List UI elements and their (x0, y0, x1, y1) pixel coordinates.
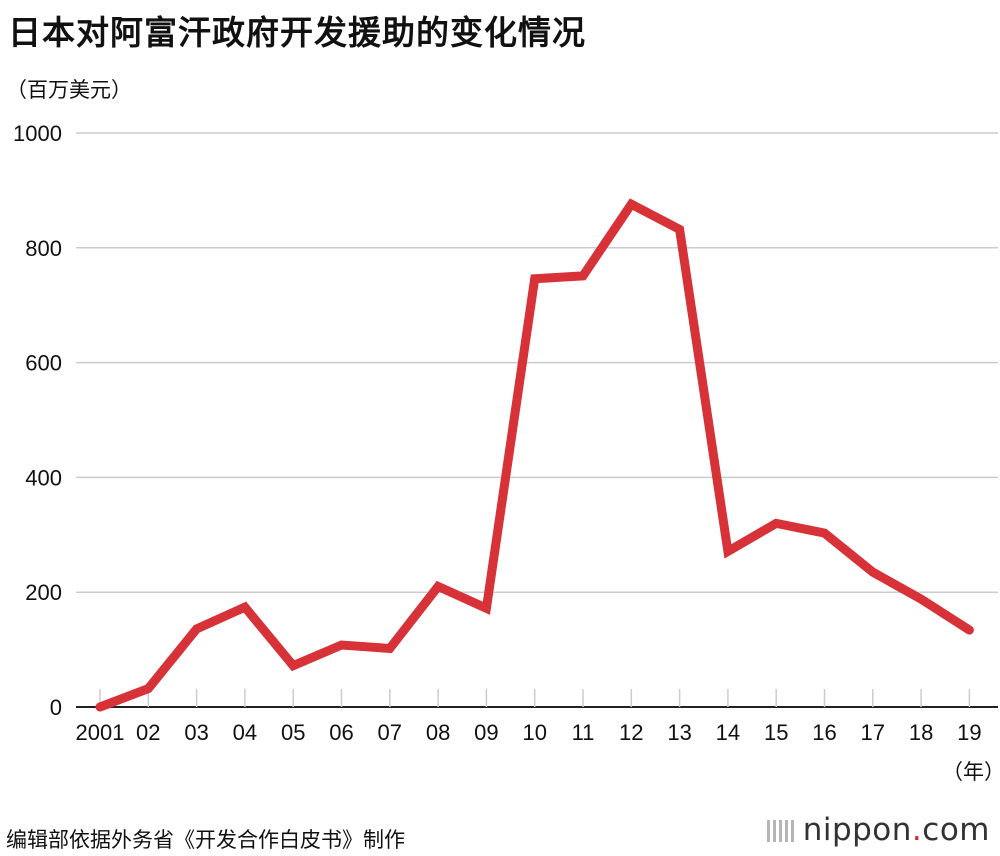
x-tick-label: 02 (136, 720, 160, 745)
y-tick-label: 800 (25, 236, 62, 261)
y-tick-label: 200 (25, 580, 62, 605)
brand-tld: com (922, 812, 990, 848)
data-point (630, 203, 633, 206)
data-point (292, 664, 295, 667)
y-tick-label: 400 (25, 465, 62, 490)
x-tick-label: 03 (184, 720, 208, 745)
y-axis-unit: （百万美元） (6, 78, 132, 102)
brand-dot: . (911, 812, 923, 848)
x-tick-label: 2001 (76, 720, 125, 745)
x-axis-unit: （年） (942, 760, 1000, 784)
x-tick-label: 15 (764, 720, 788, 745)
x-tick-label: 04 (233, 720, 257, 745)
x-tick-label: 06 (329, 720, 353, 745)
brand-bars-icon (766, 820, 797, 842)
x-tick-label: 05 (281, 720, 305, 745)
chart-title: 日本对阿富汗政府开发援助的变化情况 (8, 13, 586, 52)
data-point (871, 571, 874, 574)
data-point (775, 522, 778, 525)
data-point (437, 585, 440, 588)
data-point (726, 550, 729, 553)
x-tick-label: 08 (426, 720, 450, 745)
data-point (533, 277, 536, 280)
y-tick-label: 1000 (13, 121, 62, 146)
y-tick-label: 600 (25, 351, 62, 376)
x-tick-label: 13 (667, 720, 691, 745)
series-line-group (95, 198, 974, 712)
data-point (147, 687, 150, 690)
x-tick-label: 11 (572, 720, 595, 745)
x-tick-label: 09 (474, 720, 498, 745)
data-point (99, 706, 101, 708)
brand-logo: nippon.com (766, 812, 990, 848)
x-tick-label: 07 (378, 720, 402, 745)
x-tick-label: 14 (716, 720, 740, 745)
data-point (968, 629, 971, 632)
data-point (485, 607, 488, 610)
data-point (340, 644, 343, 647)
x-tick-marks (99, 689, 971, 707)
data-point (823, 532, 826, 535)
data-point (678, 228, 681, 231)
data-point (243, 606, 246, 609)
gridlines (76, 132, 998, 708)
x-tick-label: 19 (957, 720, 981, 745)
data-point (582, 274, 584, 277)
data-point (920, 598, 923, 601)
brand-name: nippon (802, 812, 912, 848)
data-point (388, 647, 391, 650)
x-tick-label: 17 (861, 720, 885, 745)
x-tick-labels: 2001 02 03 04 05 06 07 08 09 10 11 12 13 14 15 16 17 18 19 (76, 720, 982, 745)
x-tick-label: 12 (619, 720, 643, 745)
source-note: 编辑部依据外务省《开发合作白皮书》制作 (6, 828, 405, 852)
x-tick-label: 18 (909, 720, 933, 745)
x-tick-label: 10 (522, 720, 546, 745)
y-tick-labels: 0 200 400 600 800 1000 (13, 121, 62, 720)
y-tick-label: 0 (50, 695, 62, 720)
x-tick-label: 16 (812, 720, 836, 745)
data-point (195, 627, 198, 630)
